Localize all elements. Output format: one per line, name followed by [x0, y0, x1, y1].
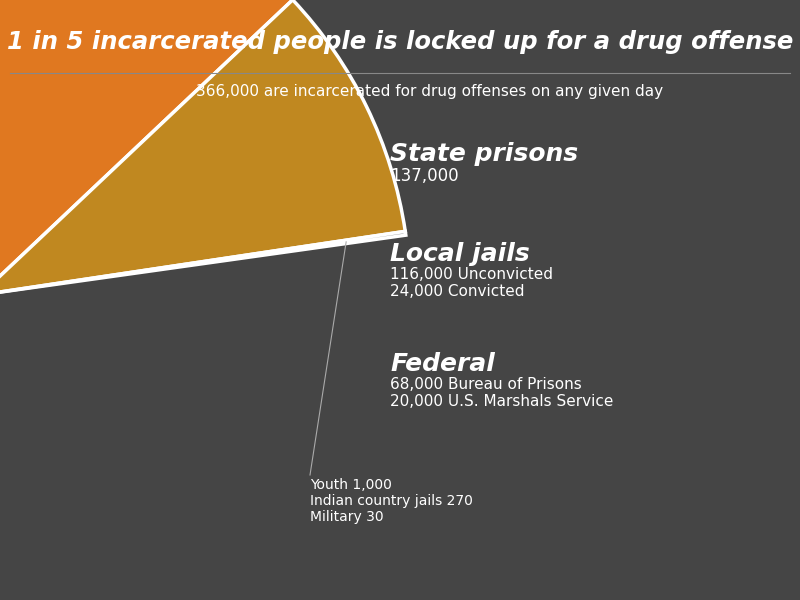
Text: Indian country jails 270: Indian country jails 270 — [310, 494, 473, 508]
Text: Military 30: Military 30 — [310, 510, 384, 524]
Text: Local jails: Local jails — [390, 242, 530, 266]
Wedge shape — [0, 232, 406, 295]
Wedge shape — [0, 0, 406, 295]
Wedge shape — [0, 0, 293, 295]
Text: Youth 1,000: Youth 1,000 — [310, 478, 392, 492]
Text: 24,000 Convicted: 24,000 Convicted — [390, 284, 525, 299]
Text: Federal: Federal — [390, 352, 495, 376]
Text: 1 in 5 incarcerated people is locked up for a drug offense: 1 in 5 incarcerated people is locked up … — [7, 30, 793, 54]
Text: 366,000 are incarcerated for drug offenses on any given day: 366,000 are incarcerated for drug offens… — [197, 84, 663, 99]
Text: State prisons: State prisons — [390, 142, 578, 166]
Text: 20,000 U.S. Marshals Service: 20,000 U.S. Marshals Service — [390, 394, 614, 409]
Text: 68,000 Bureau of Prisons: 68,000 Bureau of Prisons — [390, 377, 582, 392]
Text: 116,000 Unconvicted: 116,000 Unconvicted — [390, 267, 553, 282]
Text: 137,000: 137,000 — [390, 167, 458, 185]
